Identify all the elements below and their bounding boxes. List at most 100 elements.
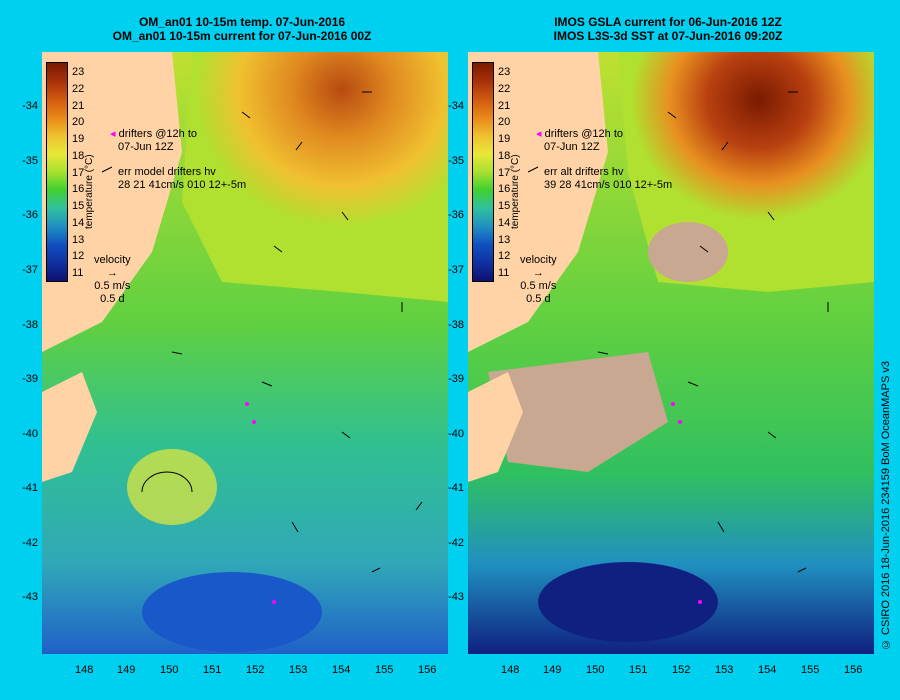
y-tick: -38 (448, 319, 464, 331)
x-tick: 151 (629, 664, 648, 676)
y-tick: -43 (22, 591, 38, 603)
y-tick: -43 (448, 591, 464, 603)
y-tick: -39 (448, 373, 464, 385)
cb-label-21: 21 (498, 100, 511, 112)
cb-label-21: 21 (72, 100, 85, 112)
cb-label-12: 12 (72, 250, 85, 262)
left-drifters-line1: drifters @12h to (118, 128, 198, 140)
left-drifters (245, 402, 276, 604)
cb-label-14: 14 (498, 217, 511, 229)
cb-label-19: 19 (72, 133, 85, 145)
cb-label-18: 18 (498, 150, 511, 162)
cb-label-20: 20 (498, 116, 511, 128)
left-err-legend: err model drifters hv 28 21 41cm/s 010 1… (118, 166, 246, 192)
cb-label-15: 15 (72, 200, 85, 212)
left-title-line2: OM_an01 10-15m current for 07-Jun-2016 0… (112, 29, 372, 43)
cb-label-11: 11 (498, 267, 510, 279)
right-velocity-legend: velocity → 0.5 m/s 0.5 d (520, 254, 557, 306)
x-tick: 153 (715, 664, 734, 676)
cb-label-14: 14 (72, 217, 85, 229)
left-colorbar (46, 62, 68, 282)
x-tick: 148 (501, 664, 520, 676)
y-tick: -36 (448, 209, 464, 221)
left-panel-title: OM_an01 10-15m temp. 07-Jun-2016 OM_an01… (42, 15, 442, 43)
velocity-time: 0.5 d (526, 293, 551, 305)
y-tick: -38 (22, 319, 38, 331)
left-title-line1: OM_an01 10-15m temp. 07-Jun-2016 (138, 15, 346, 29)
left-drifters-line2: 07-Jun 12Z (118, 141, 174, 153)
velocity-label: velocity (94, 254, 131, 266)
velocity-arrow-icon: → (106, 267, 118, 279)
x-tick: 152 (246, 664, 265, 676)
velocity-speed: 0.5 m/s (94, 280, 131, 292)
right-title-line2: IMOS L3S-3d SST at 07-Jun-2016 09:20Z (553, 29, 783, 43)
left-map-panel: 23 22 21 20 19 18 17 16 15 14 13 12 11 t… (42, 52, 448, 654)
cb-label-13: 13 (72, 234, 85, 246)
right-current-arrows (527, 91, 829, 573)
right-drifters-line2: 07-Jun 12Z (544, 141, 600, 153)
left-current-arrows (101, 91, 423, 573)
y-tick: -42 (22, 537, 38, 549)
y-tick: -39 (22, 373, 38, 385)
cb-label-12: 12 (498, 250, 511, 262)
right-title-line1: IMOS GSLA current for 06-Jun-2016 12Z (554, 15, 782, 29)
left-err-line1: err model drifters hv (118, 166, 216, 178)
y-tick: -40 (448, 428, 464, 440)
velocity-arrow-icon: → (532, 267, 544, 279)
copyright-text: © CSIRO 2016 18-Jun-2016 234159 BoM Ocea… (880, 361, 892, 650)
x-tick: 149 (117, 664, 136, 676)
cb-label-23: 23 (498, 66, 511, 78)
left-colorbar-title: temperature (°C) (84, 154, 95, 230)
right-err-legend: err alt drifters hv 39 28 41cm/s 010 12+… (544, 166, 672, 192)
drifter-legend-icon: ◂ (536, 128, 542, 140)
y-tick: -34 (22, 100, 38, 112)
left-map-image (42, 52, 448, 654)
x-tick: 150 (586, 664, 605, 676)
y-tick: -41 (22, 482, 38, 494)
cb-label-15: 15 (498, 200, 511, 212)
y-tick: -42 (448, 537, 464, 549)
x-tick: 156 (418, 664, 437, 676)
y-tick: -41 (448, 482, 464, 494)
y-tick: -36 (22, 209, 38, 221)
cb-label-11: 11 (72, 267, 84, 279)
y-tick: -40 (22, 428, 38, 440)
cb-label-13: 13 (498, 234, 511, 246)
cb-label-17: 17 (498, 167, 511, 179)
y-tick: -35 (448, 155, 464, 167)
right-err-line2: 39 28 41cm/s 010 12+-5m (544, 179, 673, 191)
cb-label-18: 18 (72, 150, 85, 162)
left-drifters-legend: ◂ drifters @12h to 07-Jun 12Z (110, 128, 197, 154)
x-tick: 151 (203, 664, 222, 676)
x-tick: 149 (543, 664, 562, 676)
right-drifters-line1: drifters @12h to (544, 128, 624, 140)
right-colorbar (472, 62, 494, 282)
x-tick: 155 (801, 664, 820, 676)
cb-label-22: 22 (498, 83, 511, 95)
left-err-line2: 28 21 41cm/s 010 12+-5m (118, 179, 247, 191)
velocity-time: 0.5 d (100, 293, 125, 305)
cb-label-19: 19 (498, 133, 511, 145)
velocity-speed: 0.5 m/s (520, 280, 557, 292)
cb-label-22: 22 (72, 83, 85, 95)
y-tick: -35 (22, 155, 38, 167)
cb-label-17: 17 (72, 167, 85, 179)
left-velocity-legend: velocity → 0.5 m/s 0.5 d (94, 254, 131, 306)
velocity-label: velocity (520, 254, 557, 266)
x-tick: 148 (75, 664, 94, 676)
x-tick: 154 (758, 664, 777, 676)
y-tick: -37 (448, 264, 464, 276)
x-tick: 154 (332, 664, 351, 676)
x-tick: 155 (375, 664, 394, 676)
right-drifters (671, 402, 702, 604)
right-drifters-legend: ◂ drifters @12h to 07-Jun 12Z (536, 128, 623, 154)
cb-label-16: 16 (498, 183, 511, 195)
right-map-panel: 23 22 21 20 19 18 17 16 15 14 13 12 11 t… (468, 52, 874, 654)
right-panel-title: IMOS GSLA current for 06-Jun-2016 12Z IM… (468, 15, 868, 43)
y-tick: -34 (448, 100, 464, 112)
y-tick: -37 (22, 264, 38, 276)
cb-label-16: 16 (72, 183, 85, 195)
x-tick: 152 (672, 664, 691, 676)
cb-label-23: 23 (72, 66, 85, 78)
cb-label-20: 20 (72, 116, 85, 128)
